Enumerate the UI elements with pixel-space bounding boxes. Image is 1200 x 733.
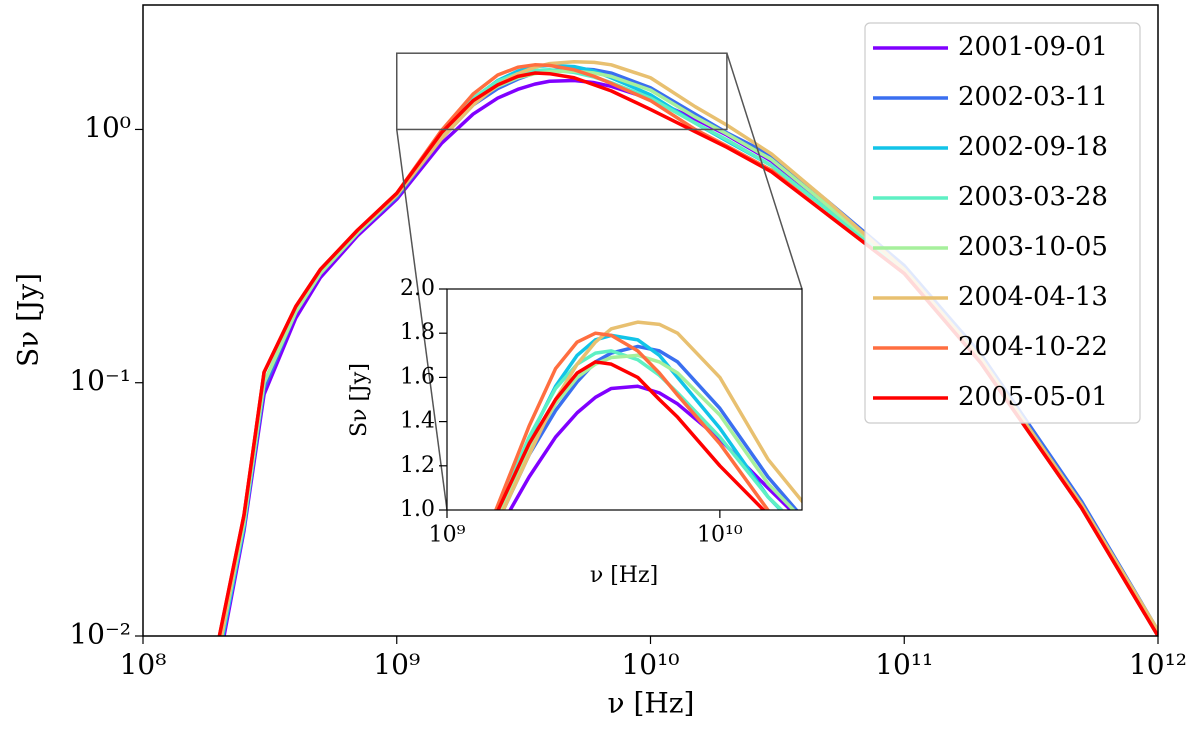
inset-series-group <box>494 320 802 510</box>
y-tick-label: 1.2 <box>400 453 435 478</box>
y-tick-label: 1.0 <box>400 497 435 522</box>
x-tick-label: 10¹⁰ <box>697 523 743 548</box>
y-tick-label: 1.8 <box>400 320 435 345</box>
y-tick-label: 10⁻¹ <box>69 364 131 397</box>
legend-label: 2003-10-05 <box>958 232 1108 262</box>
legend-box <box>864 22 1141 424</box>
series-line <box>498 353 796 510</box>
series-line <box>217 71 1158 636</box>
zoom-rect <box>396 52 728 131</box>
legend-label: 2004-04-13 <box>958 282 1108 312</box>
y-tick-label: 10⁰ <box>84 111 131 144</box>
x-tick-label: 10¹² <box>1129 648 1187 681</box>
series-line <box>501 344 799 510</box>
legend-label: 2003-03-28 <box>958 182 1108 212</box>
legend-label: 2005-05-01 <box>958 382 1108 412</box>
inset-background <box>447 289 802 510</box>
x-tick-label: 10¹¹ <box>875 648 933 681</box>
y-tick-label: 2.0 <box>400 276 435 301</box>
y-tick-label: 1.6 <box>400 364 435 389</box>
x-axis-label: ν [Hz] <box>608 687 695 720</box>
inset-y-axis-label: Sν [Jy] <box>347 363 372 437</box>
axes-group: 10⁸ 10⁹ 10¹⁰ 10¹¹ 10¹² 10⁻² 10⁻¹ 10⁰ 10⁹ 10¹⁰ 1.0 1… <box>69 111 1187 681</box>
legend: 2001-09-01 2002-03-11 2002-09-18 2003-03-28… <box>864 22 1141 424</box>
zoom-indicator <box>396 52 803 511</box>
series-line <box>501 320 802 510</box>
x-tick-label: 10⁸ <box>120 648 167 681</box>
legend-label: 2004-10-22 <box>958 332 1108 362</box>
series-line <box>494 331 771 510</box>
legend-label: 2002-03-11 <box>958 82 1108 112</box>
series-line <box>219 69 1158 636</box>
series-line <box>495 349 785 510</box>
zoom-connector <box>726 52 803 290</box>
main-series-group <box>217 60 1158 636</box>
y-tick-label: 1.4 <box>400 409 435 434</box>
x-tick-label: 10⁹ <box>429 523 466 548</box>
series-line <box>508 384 794 510</box>
y-axis-label: Sν [Jy] <box>12 273 45 367</box>
zoom-connector <box>396 129 448 511</box>
x-tick-label: 10¹⁰ <box>621 648 679 681</box>
legend-label: 2002-09-18 <box>958 132 1108 162</box>
inset-frame <box>446 288 803 511</box>
y-tick-label: 10⁻² <box>69 618 131 651</box>
series-line <box>496 360 767 510</box>
legend-label: 2001-09-01 <box>958 32 1108 62</box>
inset-x-axis-label: ν [Hz] <box>590 563 658 588</box>
x-tick-label: 10⁹ <box>373 648 420 681</box>
